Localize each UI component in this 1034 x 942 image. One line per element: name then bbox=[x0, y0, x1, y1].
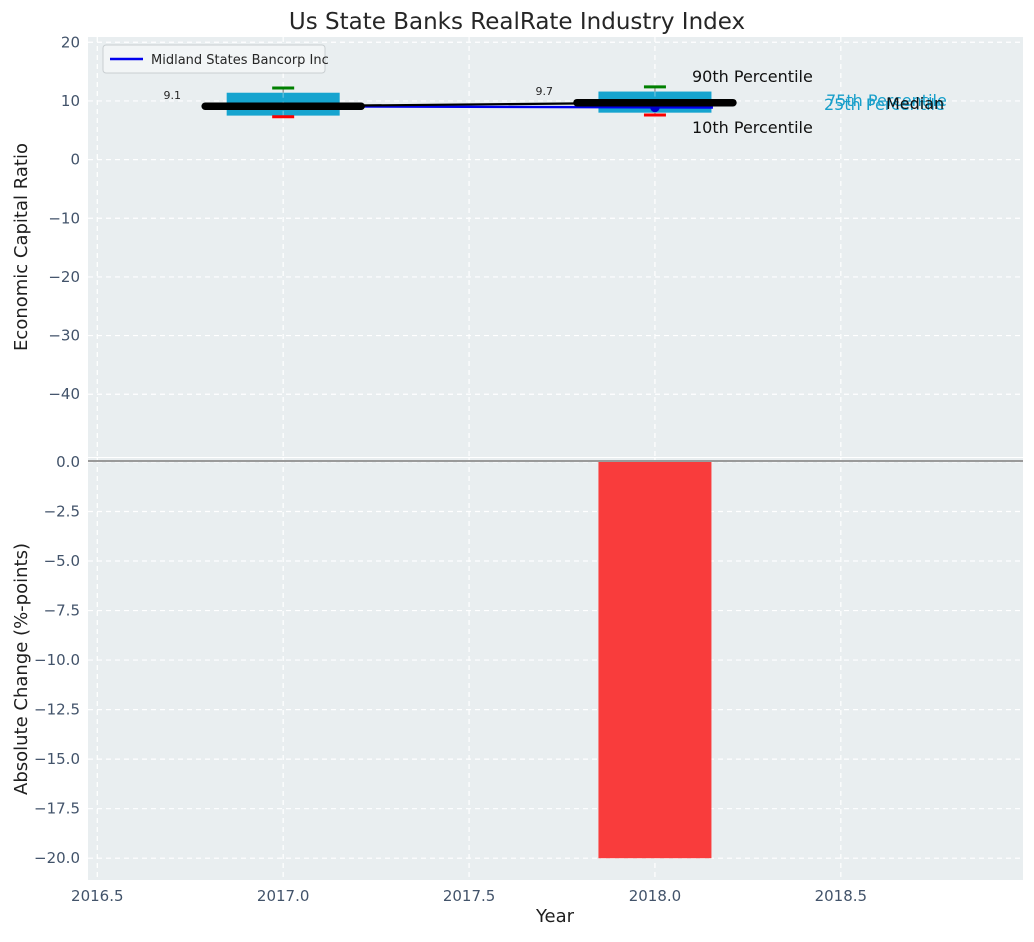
p25-annotation: 25th Percentile bbox=[824, 95, 945, 114]
median-annotation: Median bbox=[886, 94, 944, 113]
top-y-tick-label: 20 bbox=[61, 33, 80, 51]
p10-annotation: 10th Percentile bbox=[692, 118, 813, 137]
x-tick-label: 2017.0 bbox=[257, 887, 310, 905]
top-y-tick-label: −10 bbox=[48, 209, 80, 227]
x-tick-label: 2016.5 bbox=[71, 887, 124, 905]
bottom-y-tick-label: −20.0 bbox=[34, 849, 80, 867]
value-label-2017: 9.1 bbox=[164, 89, 182, 102]
legend-box bbox=[102, 44, 326, 74]
x-tick-label: 2018.0 bbox=[629, 887, 682, 905]
top-y-tick-label: −30 bbox=[48, 327, 80, 345]
legend-label: Midland States Bancorp Inc bbox=[151, 53, 329, 68]
percentile-annotations: 90th Percentile 10th Percentile 75th Per… bbox=[164, 67, 947, 137]
top-y-tick-label: −40 bbox=[48, 385, 80, 403]
x-axis-label: Year bbox=[535, 906, 575, 927]
top-y-tick-label: −20 bbox=[48, 268, 80, 286]
change-bar bbox=[598, 461, 712, 859]
bottom-y-tick-label: −2.5 bbox=[44, 502, 80, 520]
plot-backgrounds bbox=[88, 37, 1023, 880]
bottom-y-tick-label: −17.5 bbox=[34, 800, 80, 818]
bottom-y-tick-label: 0.0 bbox=[56, 453, 80, 471]
p90-annotation: 90th Percentile bbox=[692, 67, 813, 86]
legend: Midland States Bancorp Inc bbox=[102, 44, 329, 74]
bottom-subplot bbox=[88, 459, 1023, 859]
bottom-plot-background bbox=[88, 458, 1023, 880]
bottom-y-axis-label: Absolute Change (%-points) bbox=[11, 543, 32, 795]
bottom-y-tick-label: −12.5 bbox=[34, 701, 80, 719]
tick-labels: 20 10 0 −10 −20 −30 −40 0.0 −2.5 −5.0 −7.5 −10.0 −12… bbox=[34, 33, 867, 905]
top-y-tick-label: 10 bbox=[61, 92, 80, 110]
bottom-y-tick-label: −7.5 bbox=[44, 602, 80, 620]
top-y-tick-label: 0 bbox=[70, 151, 80, 169]
p75-annotation: 75th Percentile bbox=[826, 91, 947, 110]
bottom-y-tick-label: −5.0 bbox=[44, 552, 80, 570]
x-tick-label: 2017.5 bbox=[443, 887, 496, 905]
top-subplot bbox=[201, 85, 737, 119]
chart-title: Us State Banks RealRate Industry Index bbox=[289, 9, 745, 35]
value-label-2018: 9.7 bbox=[536, 85, 554, 98]
bottom-y-tick-label: −15.0 bbox=[34, 750, 80, 768]
bottom-y-tick-label: −10.0 bbox=[34, 651, 80, 669]
top-y-axis-label: Economic Capital Ratio bbox=[11, 143, 32, 351]
x-tick-label: 2018.5 bbox=[815, 887, 868, 905]
